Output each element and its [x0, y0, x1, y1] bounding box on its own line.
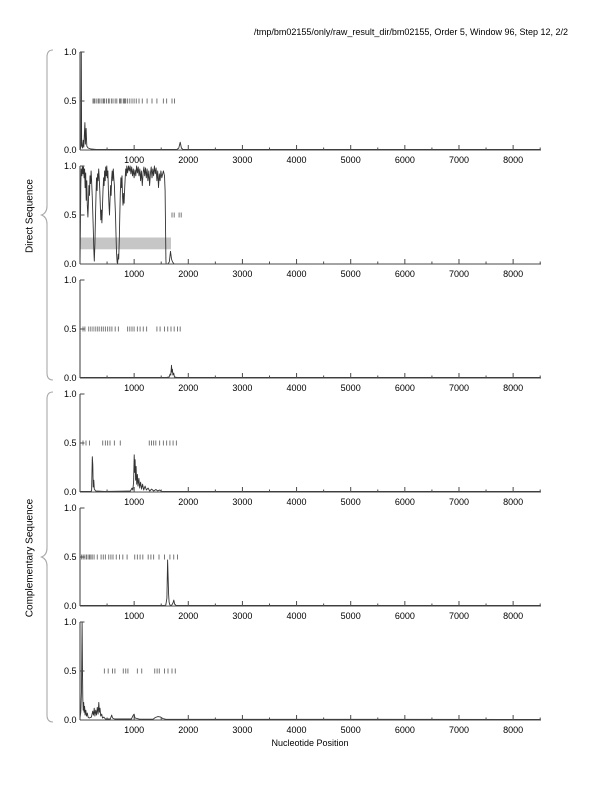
svg-text:7000: 7000	[449, 269, 469, 279]
x-axis-label: Nucleotide Position	[271, 738, 349, 748]
svg-text:1000: 1000	[124, 269, 144, 279]
panel-plot-4: 0.0 0.5 1.0 1000 2000 3000 4000 5000 6000 7000 800…	[64, 389, 541, 507]
svg-text:6000: 6000	[395, 497, 415, 507]
svg-text:4000: 4000	[287, 611, 307, 621]
svg-text:4000: 4000	[287, 725, 307, 735]
svg-text:8000: 8000	[503, 383, 523, 393]
svg-text:0.5: 0.5	[64, 438, 77, 448]
svg-text:1000: 1000	[124, 497, 144, 507]
panel-plot-1: 0.0 0.5 1.0 1000 2000 3000 4000 5000 6000 7000 800…	[64, 47, 541, 165]
svg-text:5000: 5000	[341, 497, 361, 507]
svg-text:6000: 6000	[395, 269, 415, 279]
svg-text:1.0: 1.0	[64, 617, 77, 627]
svg-text:6000: 6000	[395, 383, 415, 393]
svg-text:0.0: 0.0	[64, 259, 77, 269]
svg-text:0.0: 0.0	[64, 601, 77, 611]
svg-text:1000: 1000	[124, 383, 144, 393]
svg-text:4000: 4000	[287, 497, 307, 507]
svg-text:1.0: 1.0	[64, 47, 77, 57]
svg-text:3000: 3000	[232, 497, 252, 507]
svg-text:8000: 8000	[503, 155, 523, 165]
svg-text:3000: 3000	[232, 383, 252, 393]
panel-plot-3: 0.0 0.5 1.0 1000 2000 3000 4000 5000 6000 7000 800…	[64, 275, 541, 393]
svg-text:0.0: 0.0	[64, 373, 77, 383]
svg-text:1000: 1000	[124, 155, 144, 165]
svg-text:1.0: 1.0	[64, 161, 77, 171]
svg-text:6000: 6000	[395, 725, 415, 735]
svg-text:5000: 5000	[341, 611, 361, 621]
svg-text:0.5: 0.5	[64, 552, 77, 562]
svg-text:3000: 3000	[232, 725, 252, 735]
svg-text:0.5: 0.5	[64, 666, 77, 676]
svg-text:1000: 1000	[124, 725, 144, 735]
svg-text:3000: 3000	[232, 155, 252, 165]
svg-text:0.0: 0.0	[64, 487, 77, 497]
svg-text:0.0: 0.0	[64, 715, 77, 725]
svg-text:8000: 8000	[503, 269, 523, 279]
panel-plot-2: 0.0 0.5 1.0 1000 2000 3000 4000 5000 6000 7000 800…	[64, 161, 541, 279]
figure-title: /tmp/bm02155/only/raw_result_dir/bm02155…	[253, 27, 568, 37]
svg-text:2000: 2000	[178, 155, 198, 165]
svg-text:6000: 6000	[395, 155, 415, 165]
svg-text:2000: 2000	[178, 269, 198, 279]
svg-text:1.0: 1.0	[64, 389, 77, 399]
svg-text:2000: 2000	[178, 725, 198, 735]
svg-text:2000: 2000	[178, 611, 198, 621]
svg-text:3000: 3000	[232, 269, 252, 279]
svg-text:0.5: 0.5	[64, 324, 77, 334]
svg-text:0.5: 0.5	[64, 210, 77, 220]
svg-text:1000: 1000	[124, 611, 144, 621]
svg-text:3000: 3000	[232, 611, 252, 621]
svg-text:1.0: 1.0	[64, 275, 77, 285]
svg-text:2000: 2000	[178, 497, 198, 507]
svg-text:8000: 8000	[503, 725, 523, 735]
svg-text:4000: 4000	[287, 269, 307, 279]
svg-text:8000: 8000	[503, 611, 523, 621]
svg-text:7000: 7000	[449, 611, 469, 621]
svg-text:5000: 5000	[341, 383, 361, 393]
panel-plot-6: 0.0 0.5 1.0 1000 2000 3000 4000 5000 6000 7000 800…	[64, 617, 541, 735]
panel-plot-5: 0.0 0.5 1.0 1000 2000 3000 4000 5000 6000 7000 800…	[64, 503, 541, 621]
svg-text:5000: 5000	[341, 725, 361, 735]
svg-text:5000: 5000	[341, 155, 361, 165]
svg-text:1.0: 1.0	[64, 503, 77, 513]
svg-text:0.0: 0.0	[64, 145, 77, 155]
svg-text:7000: 7000	[449, 383, 469, 393]
svg-text:6000: 6000	[395, 611, 415, 621]
svg-text:4000: 4000	[287, 155, 307, 165]
svg-text:0.5: 0.5	[64, 96, 77, 106]
svg-text:5000: 5000	[341, 269, 361, 279]
svg-text:2000: 2000	[178, 383, 198, 393]
svg-text:7000: 7000	[449, 725, 469, 735]
svg-text:7000: 7000	[449, 155, 469, 165]
svg-text:4000: 4000	[287, 383, 307, 393]
svg-text:7000: 7000	[449, 497, 469, 507]
svg-text:8000: 8000	[503, 497, 523, 507]
